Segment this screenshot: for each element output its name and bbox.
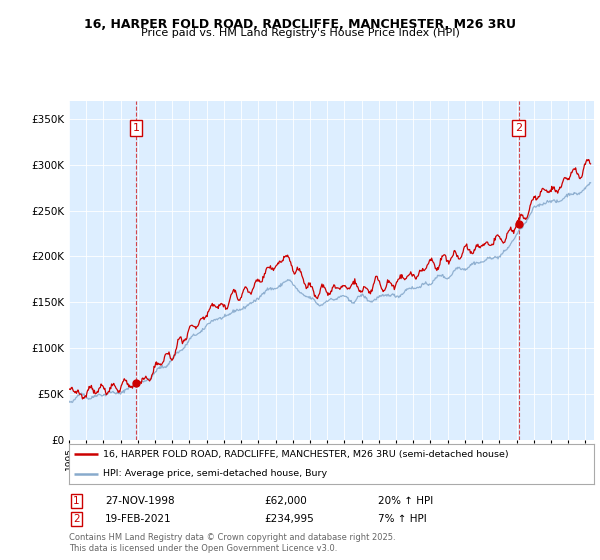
Text: 16, HARPER FOLD ROAD, RADCLIFFE, MANCHESTER, M26 3RU (semi-detached house): 16, HARPER FOLD ROAD, RADCLIFFE, MANCHES…: [103, 450, 509, 459]
Text: 20% ↑ HPI: 20% ↑ HPI: [378, 496, 433, 506]
Text: 2: 2: [73, 514, 80, 524]
Text: 27-NOV-1998: 27-NOV-1998: [105, 496, 175, 506]
Text: £62,000: £62,000: [264, 496, 307, 506]
Text: Price paid vs. HM Land Registry's House Price Index (HPI): Price paid vs. HM Land Registry's House …: [140, 28, 460, 38]
Text: 1: 1: [73, 496, 80, 506]
Text: 7% ↑ HPI: 7% ↑ HPI: [378, 514, 427, 524]
Text: 19-FEB-2021: 19-FEB-2021: [105, 514, 172, 524]
Text: HPI: Average price, semi-detached house, Bury: HPI: Average price, semi-detached house,…: [103, 469, 327, 478]
Text: 16, HARPER FOLD ROAD, RADCLIFFE, MANCHESTER, M26 3RU: 16, HARPER FOLD ROAD, RADCLIFFE, MANCHES…: [84, 18, 516, 31]
Text: 1: 1: [133, 123, 140, 133]
Text: £234,995: £234,995: [264, 514, 314, 524]
Text: Contains HM Land Registry data © Crown copyright and database right 2025.
This d: Contains HM Land Registry data © Crown c…: [69, 533, 395, 553]
Text: 2: 2: [515, 123, 522, 133]
